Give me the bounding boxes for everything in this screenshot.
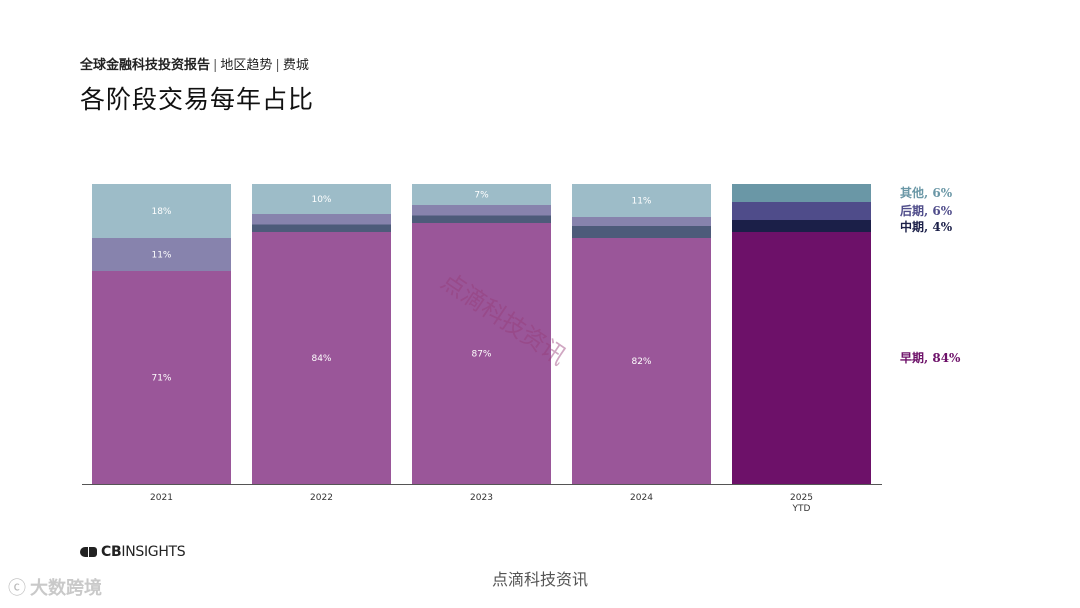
footer-credit: 点滴科技资讯 [491, 570, 588, 589]
legend-entry: 后期, 6% [900, 203, 953, 218]
bar-2022-series-0 [252, 232, 391, 484]
bar-2024-series-3 [572, 184, 711, 217]
data-label: 18% [151, 207, 171, 217]
bar-2022-series-3 [252, 184, 391, 214]
logo-prefix: CB [101, 544, 122, 560]
bar-2021-series-3 [92, 184, 231, 238]
chat-bubble-icon: ⓒ [8, 578, 26, 599]
breadcrumb-city: 费城 [282, 58, 309, 73]
bar-2025-series-1 [732, 220, 871, 232]
data-label: 11% [631, 197, 651, 207]
cb-logo-icon [80, 545, 98, 559]
bar-2022-series-2 [252, 214, 391, 225]
data-label: 71% [151, 374, 171, 384]
data-label: 10% [311, 195, 331, 205]
data-label: 7% [474, 191, 489, 201]
data-label: 11% [151, 251, 171, 261]
bar-2023-series-3 [412, 184, 551, 205]
breadcrumb-separator: | [213, 58, 218, 73]
header: 全球金融科技投资报告 | 地区趋势 | 费城 [80, 54, 309, 73]
breadcrumb-report: 全球金融科技投资报告 [80, 58, 211, 73]
corner-watermark: ⓒ 大数跨境 [8, 574, 102, 600]
logo-text: CBINSIGHTS [101, 544, 186, 560]
breadcrumb-region: 地区趋势 [220, 58, 273, 73]
bar-2024-series-1 [572, 226, 711, 238]
x-tick-sublabel: YTD [792, 504, 811, 514]
x-tick-label: 2022 [310, 493, 333, 503]
bar-2025-series-2 [732, 202, 871, 220]
data-label: 87% [471, 350, 491, 360]
cb-insights-logo: CBINSIGHTS [80, 544, 186, 560]
breadcrumb: 全球金融科技投资报告 | 地区趋势 | 费城 [80, 54, 309, 73]
legend-entry: 其他, 6% [900, 185, 953, 200]
bar-2022-series-1 [252, 224, 391, 232]
x-tick-label: 2021 [150, 493, 173, 503]
bar-2024-series-0 [572, 238, 711, 484]
bar-2021-series-0 [92, 271, 231, 484]
legend-entry: 早期, 84% [900, 350, 961, 365]
legend-entry: 中期, 4% [900, 219, 953, 234]
data-label: 82% [631, 357, 651, 367]
bar-2024-series-2 [572, 217, 711, 226]
corner-watermark-text: 大数跨境 [30, 578, 102, 599]
page-title: 各阶段交易每年占比 [80, 85, 315, 114]
data-label: 84% [311, 354, 331, 364]
x-tick-label: 2025 [790, 493, 813, 503]
bar-2023-series-0 [412, 223, 551, 484]
bar-2025-series-3 [732, 184, 871, 202]
logo-suffix: INSIGHTS [121, 544, 186, 560]
bar-2023-series-2 [412, 205, 551, 216]
x-tick-label: 2024 [630, 493, 653, 503]
x-tick-label: 2023 [470, 493, 493, 503]
bar-2021-series-2 [92, 238, 231, 271]
bar-2023-series-1 [412, 215, 551, 223]
bar-2025-series-0 [732, 232, 871, 484]
breadcrumb-separator: | [275, 58, 280, 73]
